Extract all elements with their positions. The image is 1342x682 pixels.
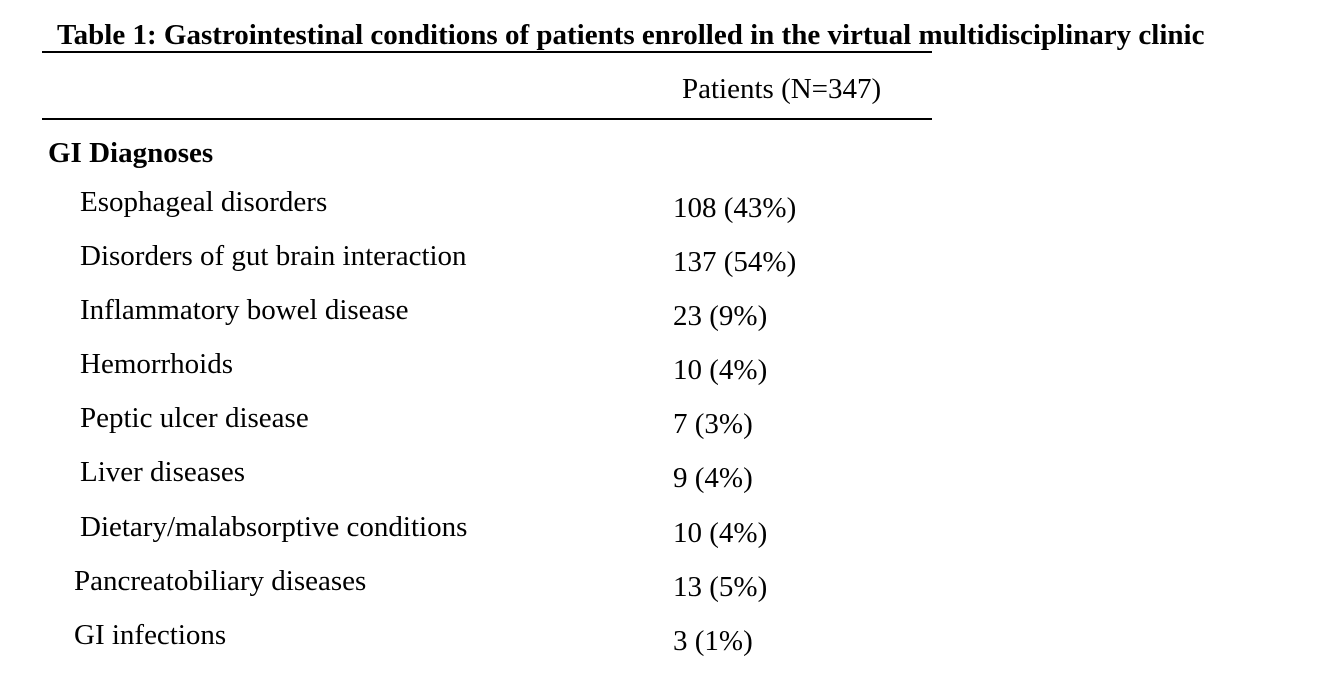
row-value: 10 (4%) [673,517,768,549]
table-header-rule [42,118,932,120]
row-label: Inflammatory bowel disease [80,294,409,326]
row-value: 7 (3%) [673,408,753,440]
table-row: Pancreatobiliary diseases 13 (5%) [0,562,1342,603]
row-label: Disorders of gut brain interaction [80,240,467,272]
row-value: 137 (54%) [673,246,797,278]
table-row: Liver diseases 9 (4%) [0,453,1342,494]
table-caption: Table 1: Gastrointestinal conditions of … [57,19,1205,51]
row-label: GI infections [74,619,227,651]
table-row: Hemorrhoids 10 (4%) [0,345,1342,386]
table-row: Esophageal disorders 108 (43%) [0,183,1342,224]
row-label: Dietary/malabsorptive conditions [80,511,468,543]
row-label: Hemorrhoids [80,348,234,380]
row-value: 10 (4%) [673,354,768,386]
table-row: Dietary/malabsorptive conditions 10 (4%) [0,508,1342,549]
row-value: 23 (9%) [673,300,768,332]
row-label: Pancreatobiliary diseases [74,565,367,597]
row-label: Peptic ulcer disease [80,402,309,434]
column-header-patients: Patients (N=347) [682,73,882,105]
row-value: 3 (1%) [673,625,753,657]
table-row: Peptic ulcer disease 7 (3%) [0,399,1342,440]
row-value: 13 (5%) [673,571,768,603]
table-row: GI infections 3 (1%) [0,616,1342,657]
table-top-rule [42,51,932,53]
row-label: Liver diseases [80,456,246,488]
table-row: Disorders of gut brain interaction 137 (… [0,237,1342,278]
row-label: Esophageal disorders [80,186,328,218]
row-value: 9 (4%) [673,462,753,494]
section-title-gi-diagnoses: GI Diagnoses [48,137,214,169]
table-row: Inflammatory bowel disease 23 (9%) [0,291,1342,332]
row-value: 108 (43%) [673,192,797,224]
